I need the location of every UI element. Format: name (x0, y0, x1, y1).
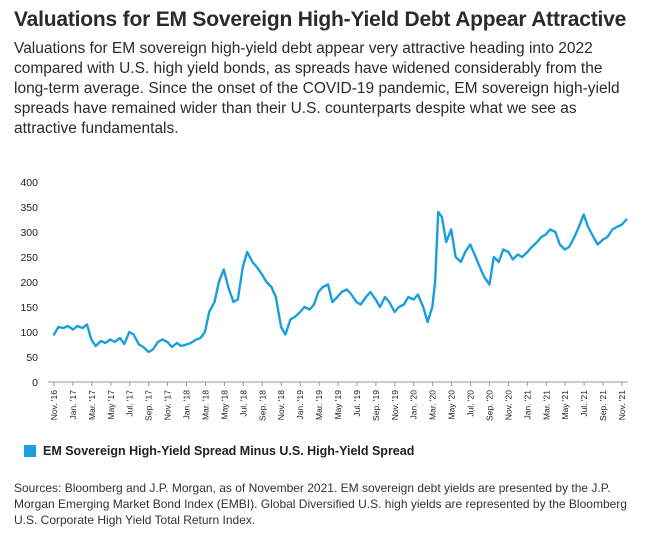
series-line-em-minus-us-spread (52, 210, 628, 354)
x-tick-label: May '18 (219, 390, 229, 420)
y-tick-label: 0 (32, 377, 38, 389)
x-tick-label: Mar. '21 (541, 390, 551, 420)
x-tick-label: Nov. '17 (163, 390, 173, 421)
y-tick-label: 300 (20, 227, 38, 239)
x-tick-label: Sep. '17 (144, 390, 154, 421)
sources-note: Sources: Bloomberg and J.P. Morgan, as o… (14, 481, 627, 527)
x-tick-label: Mar. '17 (87, 390, 97, 420)
x-tick-label: Jul. '19 (352, 390, 362, 417)
x-tick-label: Sep. '20 (484, 390, 494, 421)
x-tick-label: Jul. '21 (579, 390, 589, 417)
x-tick-label: May '20 (447, 390, 457, 420)
x-tick-label: Nov. '21 (617, 390, 627, 421)
x-tick-label: Nov. '20 (503, 390, 513, 421)
x-tick-label: Nov. '18 (276, 390, 286, 421)
legend: EM Sovereign High-Yield Spread Minus U.S… (24, 444, 414, 458)
x-tick-label: Jan. '19 (295, 390, 305, 420)
page-title: Valuations for EM Sovereign High-Yield D… (14, 8, 627, 31)
y-axis: 0 50 100 150 200 250 300 350 400 (20, 177, 38, 389)
x-tick-label: Jul. '20 (466, 390, 476, 417)
x-tick-label: Mar. '20 (428, 390, 438, 420)
x-tick-label: Jan. '21 (522, 390, 532, 420)
y-tick-label: 250 (20, 252, 38, 264)
y-tick-label: 400 (20, 177, 38, 189)
y-tick-label: 50 (26, 352, 38, 364)
x-tick-label: Jan. '17 (68, 390, 78, 420)
x-tick-label: Jul. '18 (238, 390, 248, 417)
x-tick-label: Mar. '18 (200, 390, 210, 420)
x-tick-label: Jan. '18 (182, 390, 192, 420)
x-tick-label: May '17 (106, 390, 116, 420)
x-tick-label: Nov. '19 (390, 390, 400, 421)
x-tick-label: Sep. '21 (598, 390, 608, 421)
x-axis: Nov. '16 Jan. '17 Mar. '17 May '17 Jul. '17 S… (49, 382, 627, 421)
chart-description: Valuations for EM sovereign high-yield d… (14, 40, 620, 137)
x-tick-label: May '19 (333, 390, 343, 420)
y-tick-label: 350 (20, 202, 38, 214)
x-tick-label: Nov. '16 (49, 390, 59, 421)
y-tick-label: 100 (20, 327, 38, 339)
x-tick-label: Jan. '20 (409, 390, 419, 420)
x-tick-label: Jul. '17 (125, 390, 135, 417)
legend-label: EM Sovereign High-Yield Spread Minus U.S… (43, 444, 415, 458)
y-tick-label: 150 (20, 302, 38, 314)
legend-swatch (24, 445, 36, 457)
y-tick-label: 200 (20, 277, 38, 289)
x-tick-label: Sep. '19 (371, 390, 381, 421)
x-tick-label: May '21 (560, 390, 570, 420)
x-tick-label: Mar. '19 (314, 390, 324, 420)
x-tick-label: Sep. '18 (257, 390, 267, 421)
line-chart: 0 50 100 150 200 250 300 350 400 Nov. '16 Jan. '1… (20, 177, 628, 421)
